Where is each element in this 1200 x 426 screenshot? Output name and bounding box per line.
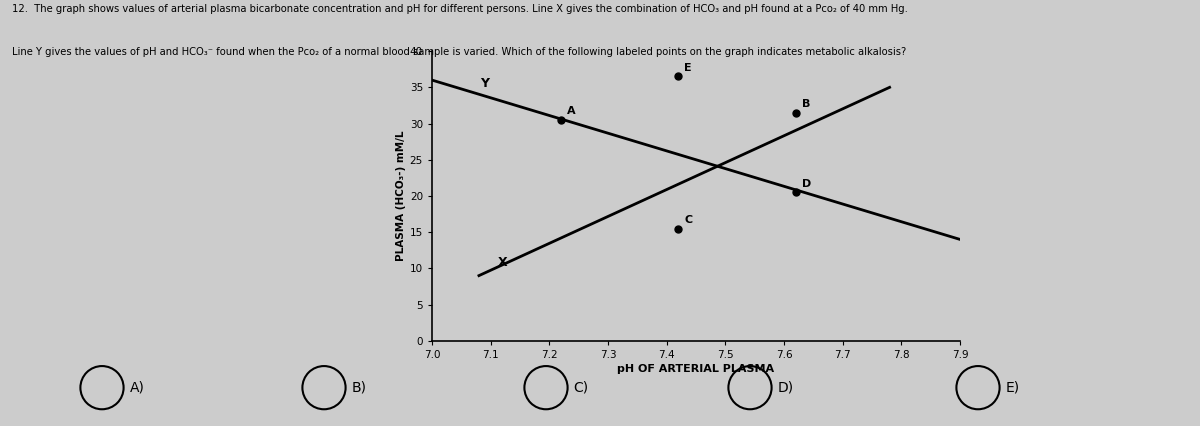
Text: B: B <box>802 99 810 109</box>
Text: E): E) <box>1006 381 1020 394</box>
Text: X: X <box>498 256 508 269</box>
Text: Line Y gives the values of pH and HCO₃⁻ found when the Pco₂ of a normal blood sa: Line Y gives the values of pH and HCO₃⁻ … <box>12 47 906 57</box>
Text: D): D) <box>778 381 793 394</box>
Text: A: A <box>566 106 576 116</box>
Text: B): B) <box>352 381 367 394</box>
Text: 12.  The graph shows values of arterial plasma bicarbonate concentration and pH : 12. The graph shows values of arterial p… <box>12 4 908 14</box>
Text: C: C <box>684 215 692 225</box>
Text: A): A) <box>130 381 144 394</box>
X-axis label: pH OF ARTERIAL PLASMA: pH OF ARTERIAL PLASMA <box>618 364 774 374</box>
Y-axis label: PLASMA (HCO₃-) mM/L: PLASMA (HCO₃-) mM/L <box>396 131 406 261</box>
Text: C): C) <box>574 381 589 394</box>
Text: Y: Y <box>480 77 490 90</box>
Text: D: D <box>802 179 811 189</box>
Text: E: E <box>684 63 692 73</box>
